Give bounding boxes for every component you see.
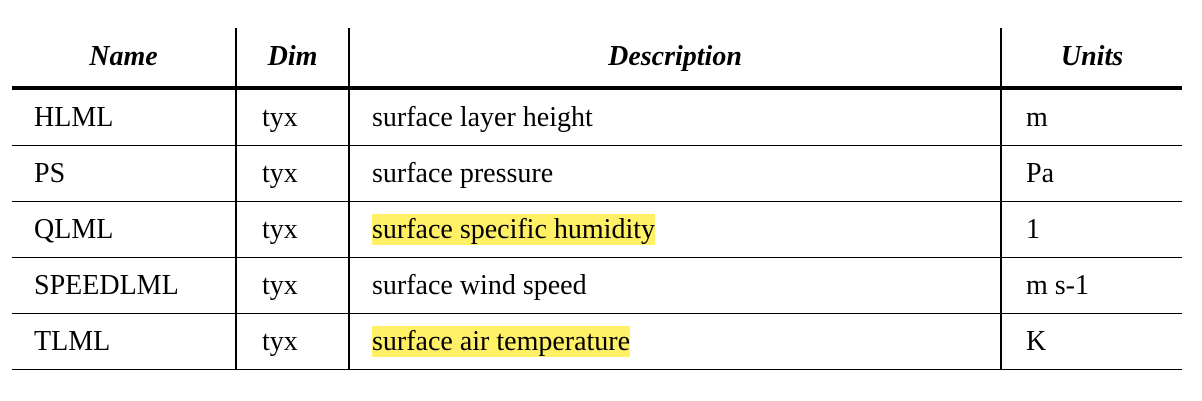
description-text: surface layer height	[372, 101, 593, 133]
table-header-row: Name Dim Description Units	[12, 28, 1182, 90]
cell-units: K	[1000, 313, 1182, 370]
description-text: surface air temperature	[372, 325, 631, 357]
cell-dim: tyx	[235, 257, 349, 314]
cell-name: SPEEDLML	[12, 257, 236, 314]
cell-dim: tyx	[235, 201, 349, 258]
cell-name: QLML	[12, 201, 236, 258]
table-row: QLML tyx surface specific humidity 1	[12, 201, 1182, 258]
header-units: Units	[1000, 28, 1182, 90]
cell-units: m s-1	[1000, 257, 1182, 314]
cell-units: 1	[1000, 201, 1182, 258]
table-row: HLML tyx surface layer height m	[12, 88, 1182, 146]
variables-table: Name Dim Description Units HLML tyx surf…	[12, 28, 1182, 370]
header-dim: Dim	[235, 28, 349, 90]
cell-dim: tyx	[235, 145, 349, 202]
cell-description: surface air temperature	[348, 313, 1001, 370]
cell-description: surface specific humidity	[348, 201, 1001, 258]
header-name: Name	[12, 28, 236, 90]
table-row: PS tyx surface pressure Pa	[12, 145, 1182, 202]
cell-description: surface wind speed	[348, 257, 1001, 314]
cell-name: HLML	[12, 88, 236, 146]
cell-dim: tyx	[235, 88, 349, 146]
table-row: TLML tyx surface air temperature K	[12, 313, 1182, 370]
description-text: surface wind speed	[372, 269, 587, 301]
cell-name: PS	[12, 145, 236, 202]
cell-units: m	[1000, 88, 1182, 146]
cell-name: TLML	[12, 313, 236, 370]
description-text: surface pressure	[372, 157, 554, 189]
description-text: surface specific humidity	[372, 213, 656, 245]
cell-description: surface layer height	[348, 88, 1001, 146]
cell-units: Pa	[1000, 145, 1182, 202]
header-description: Description	[348, 28, 1001, 90]
variables-table-container: Name Dim Description Units HLML tyx surf…	[12, 28, 1182, 370]
cell-dim: tyx	[235, 313, 349, 370]
table-row: SPEEDLML tyx surface wind speed m s-1	[12, 257, 1182, 314]
cell-description: surface pressure	[348, 145, 1001, 202]
